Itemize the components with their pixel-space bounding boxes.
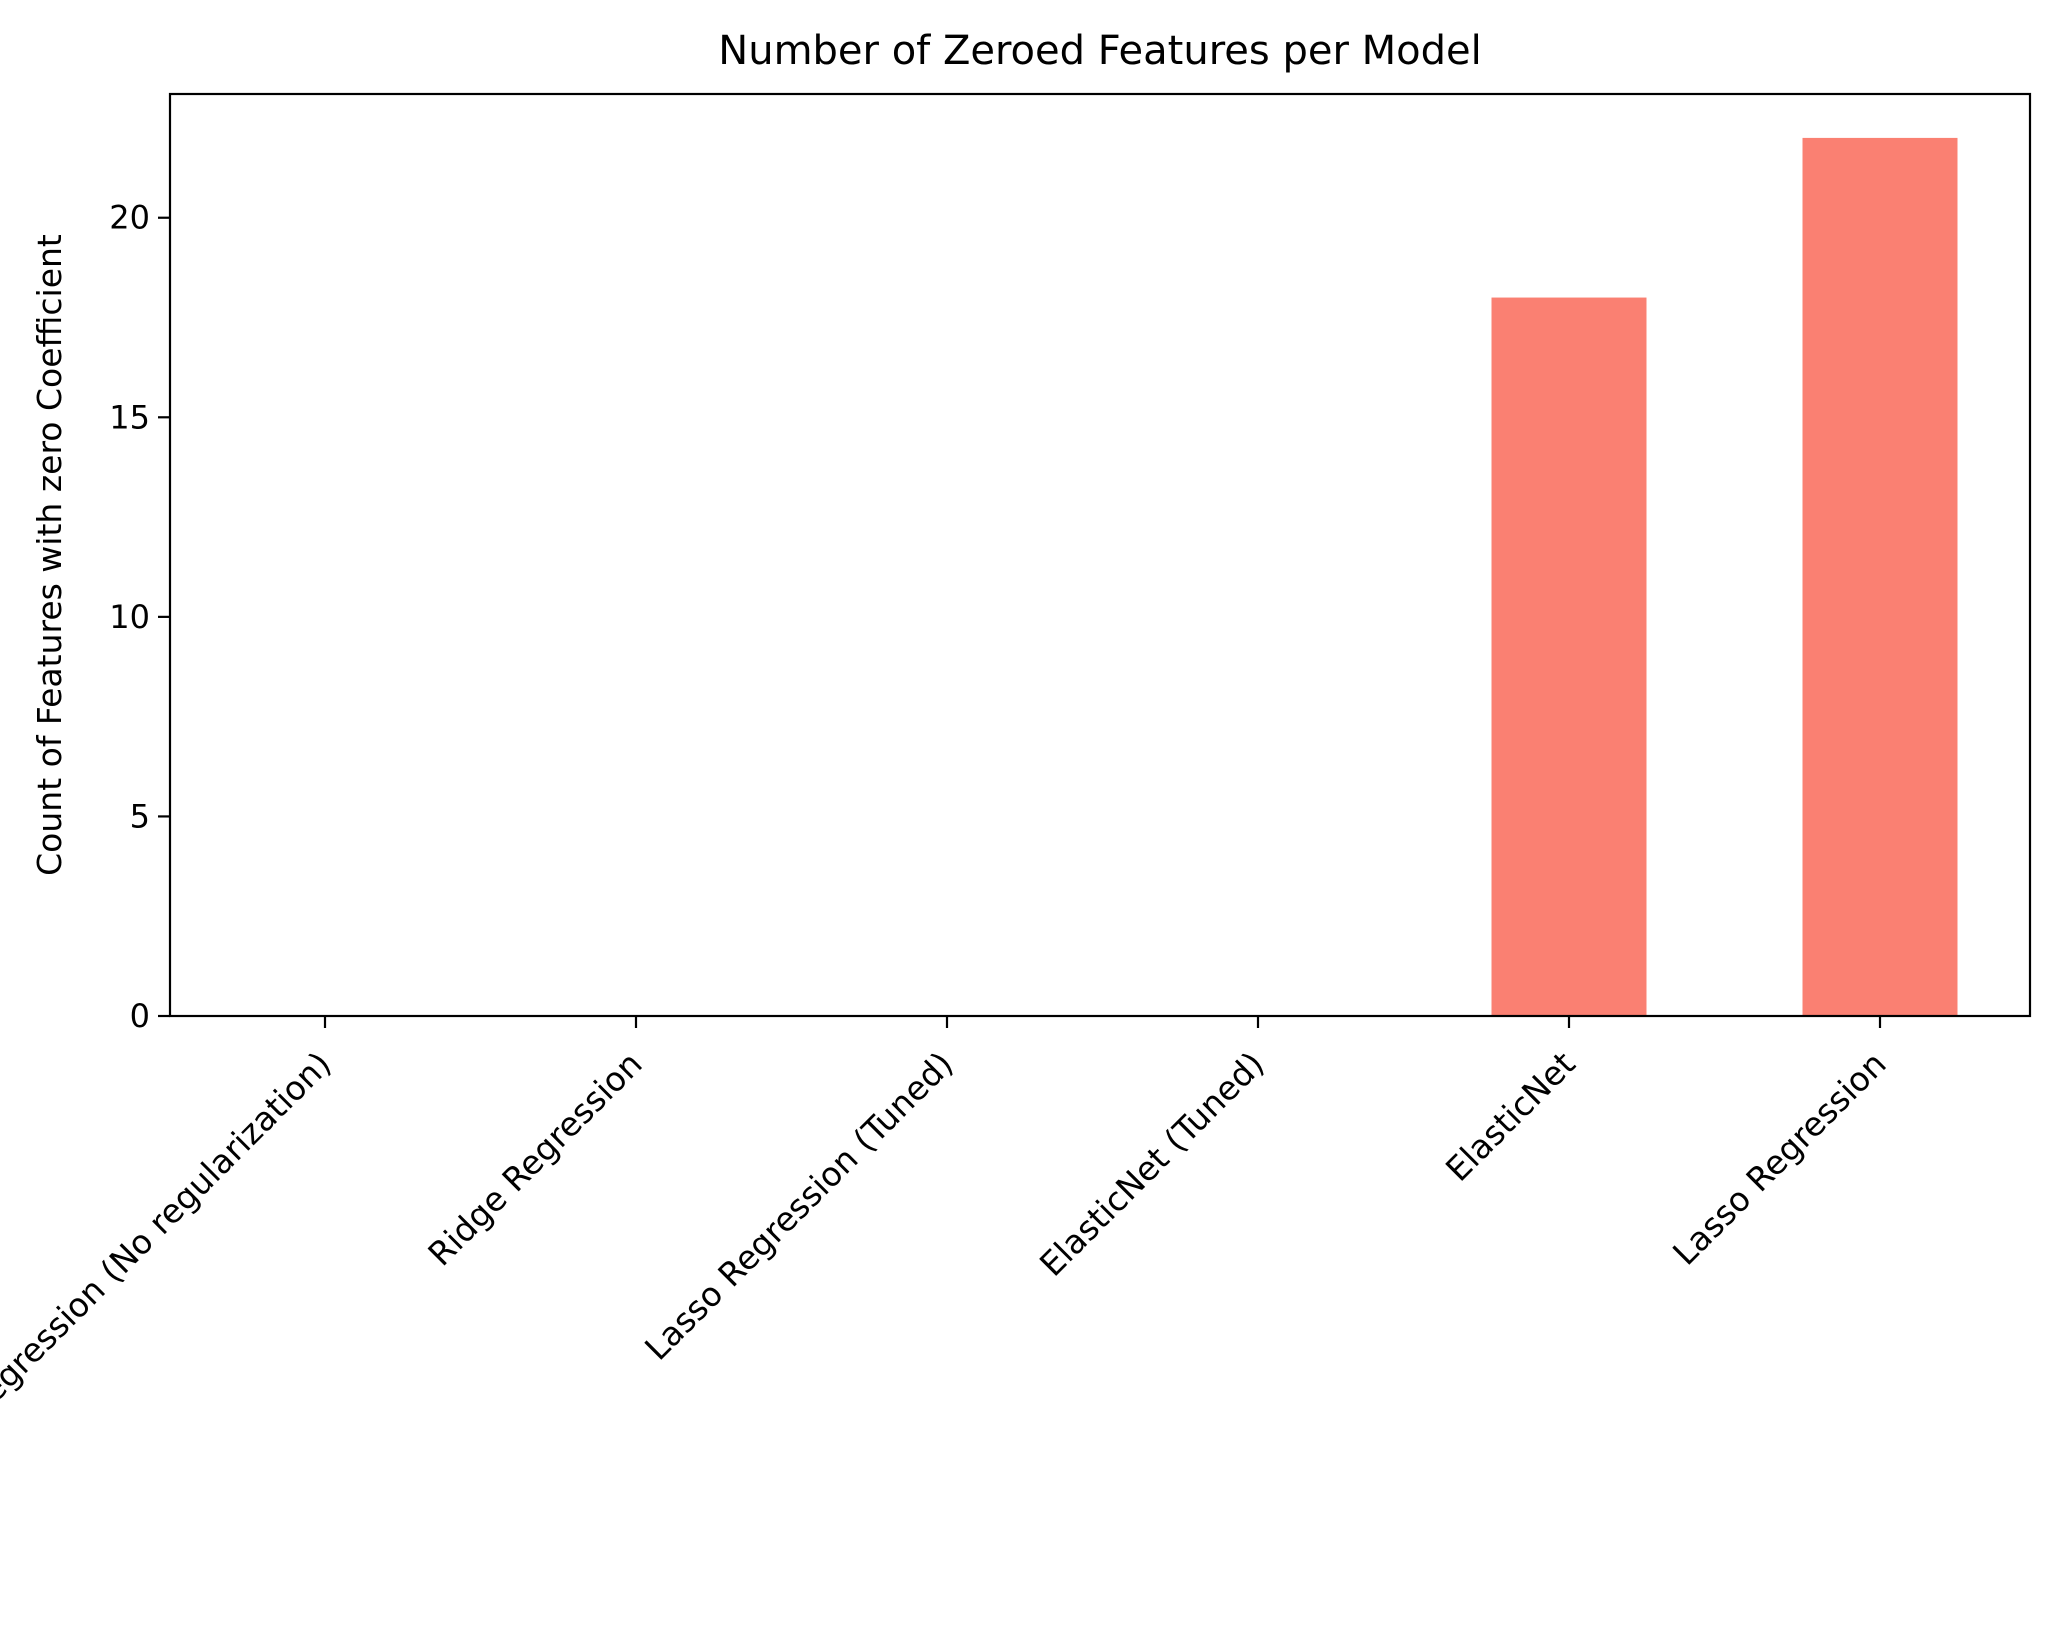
x-tick-label: Ridge Regression: [420, 1044, 649, 1273]
y-tick-label: 0: [130, 997, 150, 1035]
bars-group: [1491, 137, 1958, 1016]
bar-5: [1802, 137, 1958, 1016]
x-tick-label: Linear Regression (No regularization): [0, 1044, 339, 1505]
x-tick-label: Lasso Regression: [1665, 1044, 1894, 1273]
x-tick-label: ElasticNet (Tuned): [1032, 1044, 1272, 1284]
chart-title: Number of Zeroed Features per Model: [718, 28, 1481, 74]
y-tick-label: 10: [109, 598, 150, 636]
y-axis-label: Count of Features with zero Coefficient: [30, 234, 69, 876]
x-tick-label: Lasso Regression (Tuned): [637, 1044, 961, 1368]
y-tick-label: 15: [109, 398, 150, 436]
y-axis-ticks: 0 5 10 15 20: [109, 199, 170, 1035]
x-tick-label: ElasticNet: [1438, 1044, 1583, 1189]
y-tick-label: 5: [130, 797, 150, 835]
plot-area-frame: [168, 92, 2032, 1018]
bar-4: [1491, 297, 1647, 1016]
x-axis-ticks: Linear Regression (No regularization) Rid…: [0, 1016, 1894, 1505]
y-tick-label: 20: [109, 199, 150, 237]
